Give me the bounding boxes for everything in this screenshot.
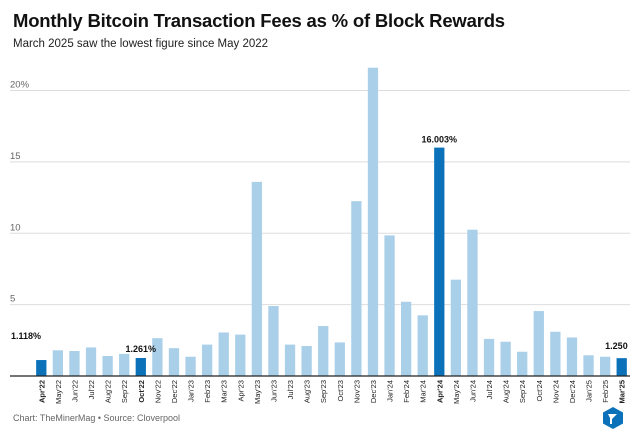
x-tick-label: May'24	[452, 380, 461, 404]
bar	[434, 147, 445, 376]
x-tick-label: Nov'24	[551, 380, 560, 403]
x-tick-label: Apr'23	[236, 380, 245, 401]
bar	[251, 181, 263, 376]
bar	[599, 356, 611, 376]
chart-footer: Chart: TheMinerMag • Source: Cloverpool	[13, 413, 181, 423]
bar	[36, 360, 47, 376]
bar	[550, 331, 561, 376]
bar	[583, 355, 594, 376]
y-tick-label: 20%	[10, 80, 30, 91]
x-tick-label: Nov'22	[153, 380, 162, 403]
x-tick-label: Nov'23	[352, 380, 361, 403]
x-tick-label: Oct'23	[336, 380, 345, 401]
x-tick-label: Jun'24	[468, 380, 477, 402]
x-tick-label: Jul'23	[286, 380, 295, 399]
x-tick-label: Dec'24	[568, 380, 577, 403]
x-tick-label: Aug'22	[104, 380, 113, 403]
bar	[235, 334, 246, 376]
bar	[351, 201, 362, 376]
x-tick-label: Jul'24	[485, 380, 494, 399]
bar	[367, 67, 379, 376]
bar	[301, 346, 312, 376]
bar	[566, 337, 578, 376]
theminermag-logo-icon	[603, 407, 623, 429]
x-tick-label: Aug'23	[303, 380, 312, 403]
x-tick-label: Feb'25	[601, 380, 610, 403]
data-label: 1.261%	[126, 344, 157, 354]
data-label: 1.118%	[11, 331, 41, 341]
x-tick-label: Apr'22	[37, 380, 46, 403]
y-tick-label: 5	[10, 294, 15, 305]
x-tick-label: Feb'24	[402, 380, 411, 403]
bar	[201, 344, 213, 376]
x-tick-label: Feb'23	[203, 380, 212, 403]
x-tick-label: May'23	[253, 380, 262, 404]
x-tick-label: Mar'23	[220, 380, 229, 403]
x-tick-label: May'22	[54, 380, 63, 404]
bar	[102, 356, 113, 376]
data-label: 1.250	[605, 341, 628, 351]
bar	[185, 356, 196, 376]
bar	[483, 338, 495, 376]
bar	[119, 353, 130, 376]
bar	[517, 351, 528, 376]
bar	[318, 326, 329, 376]
bar	[533, 311, 544, 376]
y-tick-label: 10	[10, 222, 21, 233]
bar	[152, 338, 163, 376]
x-tick-label: Apr'24	[435, 379, 444, 403]
x-tick-label: Oct'22	[137, 380, 146, 403]
x-tick-label: Aug'24	[502, 380, 511, 403]
x-tick-label: Jun'22	[70, 380, 79, 402]
x-tick-label: Jul'22	[87, 380, 96, 399]
x-tick-label: Mar'25	[618, 380, 627, 403]
x-tick-label: Jan'25	[585, 380, 594, 402]
chart-title: Monthly Bitcoin Transaction Fees as % of…	[13, 10, 505, 31]
x-tick-label: Sep'23	[319, 380, 328, 403]
x-tick-label: Jan'23	[187, 380, 196, 402]
x-tick-label: Dec'22	[170, 380, 179, 403]
x-tick-label: Jun'23	[269, 380, 278, 402]
x-tick-label: Dec'23	[369, 380, 378, 403]
data-label: 16.003%	[422, 135, 458, 145]
bar	[135, 358, 146, 376]
bar	[284, 344, 296, 376]
bar	[417, 315, 428, 376]
bar	[52, 350, 64, 376]
bar	[616, 358, 627, 376]
bar	[268, 306, 279, 376]
bar	[69, 351, 80, 376]
x-tick-label: Oct'24	[535, 380, 544, 401]
x-tick-label: Mar'24	[419, 380, 428, 403]
bar	[500, 341, 511, 376]
y-tick-label: 15	[10, 151, 21, 162]
bar	[168, 348, 180, 376]
bar	[85, 347, 97, 376]
x-tick-label: Sep'24	[518, 380, 527, 403]
chart-subtitle: March 2025 saw the lowest figure since M…	[13, 38, 269, 50]
bar	[467, 229, 478, 376]
bar	[400, 301, 412, 376]
bar	[334, 342, 345, 376]
x-tick-label: Sep'22	[120, 380, 129, 403]
bar	[450, 279, 462, 376]
bar	[218, 332, 229, 376]
x-tick-label: Jan'24	[386, 380, 395, 402]
bar	[384, 235, 395, 376]
